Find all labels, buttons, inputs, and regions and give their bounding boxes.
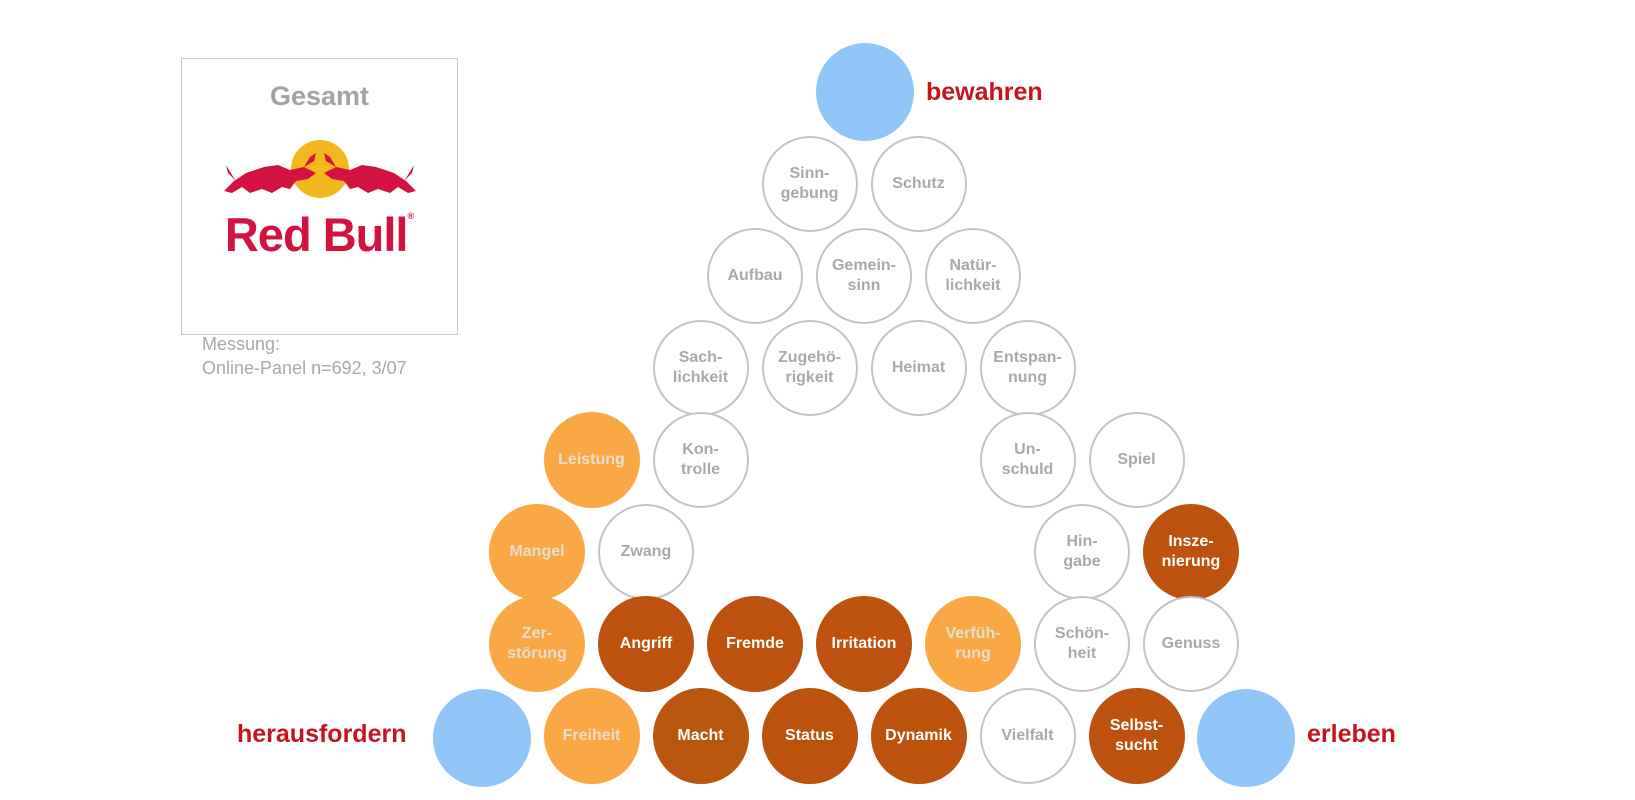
value-circle: Sach- lichkeit xyxy=(652,320,749,416)
pole-circle-herausfordern xyxy=(433,689,531,787)
value-circle: Vielfalt xyxy=(979,688,1076,784)
value-circle: Gemein- sinn xyxy=(816,228,912,324)
value-circle: Macht xyxy=(652,688,749,784)
value-circle: Schön- heit xyxy=(1034,596,1130,692)
value-circle: Selbst- sucht xyxy=(1088,688,1185,784)
value-circle: Entspan- nung xyxy=(979,320,1076,416)
measurement-detail: Online-Panel n=692, 3/07 xyxy=(202,358,407,378)
panel-title: Gesamt xyxy=(269,81,370,111)
value-circle: Aufbau xyxy=(707,228,803,324)
measurement-note: Messung: Online-Panel n=692, 3/07 xyxy=(202,332,407,380)
value-circle: Genuss xyxy=(1143,596,1239,692)
value-circle: Angriff xyxy=(598,596,694,692)
value-circle: Hin- gabe xyxy=(1034,504,1130,600)
value-circle: Mangel xyxy=(489,504,585,600)
value-circle: Spiel xyxy=(1088,412,1185,508)
value-circle: Insze- nierung xyxy=(1143,504,1239,600)
value-circle: Zer- störung xyxy=(489,596,585,692)
value-circle: Sinn- gebung xyxy=(761,136,858,232)
pole-label-erleben: erleben xyxy=(1307,720,1396,748)
value-circle: Heimat xyxy=(870,320,967,416)
value-circle: Dynamik xyxy=(870,688,967,784)
value-circle: Verfüh- rung xyxy=(925,596,1021,692)
pole-label-bewahren: bewahren xyxy=(926,78,1043,106)
value-circle: Zwang xyxy=(598,504,694,600)
value-circle: Freiheit xyxy=(543,688,640,784)
value-circle: Kon- trolle xyxy=(652,412,749,508)
trademark-symbol: ® xyxy=(407,211,415,221)
value-circle: Un- schuld xyxy=(979,412,1076,508)
pole-label-herausfordern: herausfordern xyxy=(237,720,407,748)
brand-wordmark: Red Bull® xyxy=(224,208,415,261)
value-circle: Fremde xyxy=(707,596,803,692)
pole-circle-bewahren xyxy=(816,43,914,141)
value-circle: Natür- lichkeit xyxy=(925,228,1021,324)
value-circle: Leistung xyxy=(543,412,640,508)
pole-circle-erleben xyxy=(1197,689,1295,787)
value-circle: Status xyxy=(761,688,858,784)
value-circle: Irritation xyxy=(816,596,912,692)
brand-logo-panel: Gesamt Red Bull® xyxy=(181,58,458,335)
value-circle: Schutz xyxy=(870,136,967,232)
measurement-label: Messung: xyxy=(202,334,281,354)
red-bull-logo-icon xyxy=(224,140,416,198)
value-circle: Zugehö- rigkeit xyxy=(761,320,858,416)
